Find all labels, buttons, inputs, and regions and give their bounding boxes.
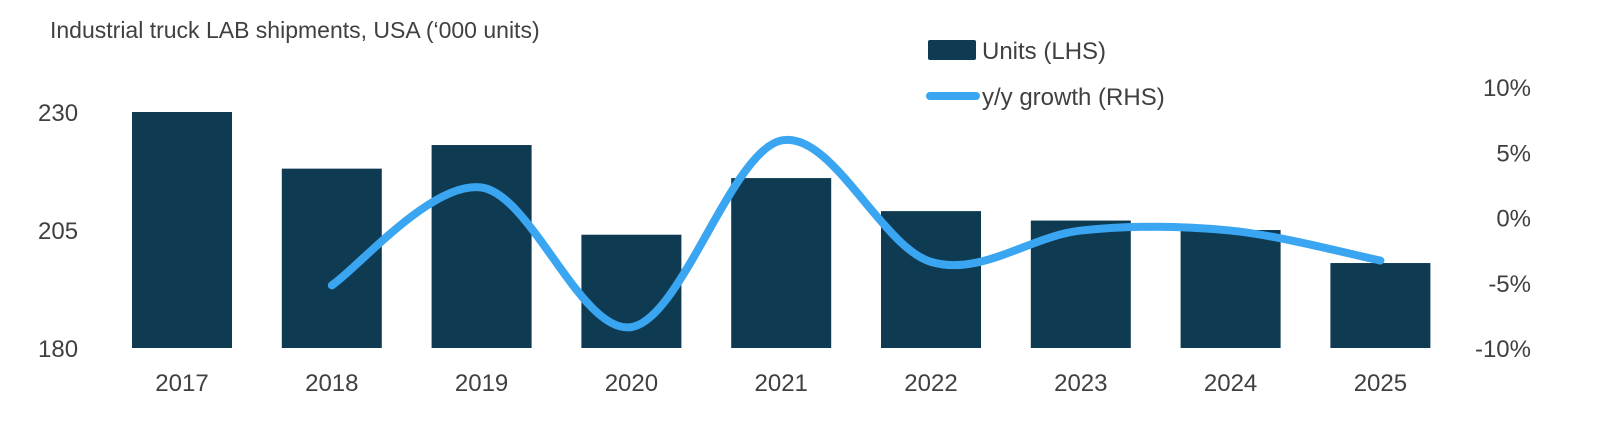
x-tick-label: 2017	[155, 370, 208, 397]
x-tick-label: 2019	[455, 370, 508, 397]
bar-2019	[431, 145, 532, 348]
line-layer	[327, 135, 1385, 332]
legend: Units (LHS) y/y growth (RHS)	[926, 38, 1165, 111]
legend-label-units: Units (LHS)	[982, 38, 1106, 65]
legend-label-growth: y/y growth (RHS)	[982, 84, 1165, 111]
bar-2024	[1180, 230, 1281, 348]
x-tick-label: 2022	[904, 370, 957, 397]
x-tick-label: 2018	[305, 370, 358, 397]
left-tick-label: 180	[38, 336, 78, 363]
x-tick-label: 2024	[1204, 370, 1257, 397]
bar-2021	[731, 178, 832, 348]
bar-2025	[1330, 263, 1431, 348]
x-tick-label: 2020	[605, 370, 658, 397]
right-tick-label: -5%	[1488, 271, 1531, 298]
left-axis: 180 205 230	[38, 100, 78, 363]
right-tick-label: -10%	[1475, 336, 1531, 363]
growth-line	[327, 135, 1385, 332]
legend-swatch-units	[928, 40, 976, 60]
left-tick-label: 230	[38, 100, 78, 127]
x-tick-label: 2023	[1054, 370, 1107, 397]
right-tick-label: 10%	[1483, 75, 1531, 102]
x-tick-label: 2021	[755, 370, 808, 397]
x-axis: 2017 2018 2019 2020 2021 2022 2023 2024 2025	[155, 370, 1407, 397]
bars-layer	[132, 112, 1431, 348]
chart-title: Industrial truck LAB shipments, USA (‘00…	[50, 17, 540, 43]
left-tick-label: 205	[38, 218, 78, 245]
bar-2022	[881, 211, 981, 348]
right-tick-label: 0%	[1496, 206, 1531, 233]
right-axis: -10% -5% 0% 5% 10%	[1475, 75, 1531, 363]
x-tick-label: 2025	[1354, 370, 1407, 397]
bar-2017	[132, 112, 232, 348]
right-tick-label: 5%	[1496, 140, 1531, 167]
